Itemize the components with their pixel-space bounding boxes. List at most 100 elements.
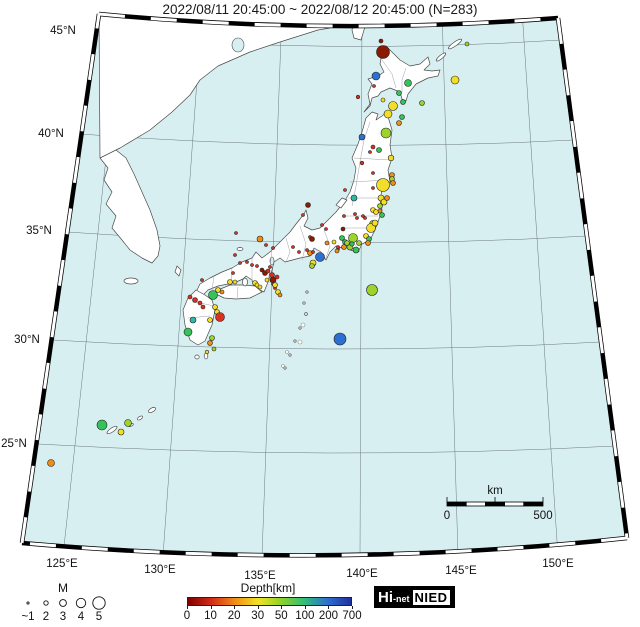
depth-tick-label: 20 <box>227 610 241 622</box>
quake-marker <box>47 459 55 467</box>
quake-marker <box>256 235 264 243</box>
depth-tick-label: 0 <box>183 610 191 622</box>
japan-map-canvas[interactable]: km 0 500 <box>0 0 640 578</box>
graticule <box>37 14 616 556</box>
quake-marker <box>380 97 386 103</box>
island-izu-7 <box>283 366 287 370</box>
quake-marker <box>297 339 303 345</box>
quake-marker <box>377 203 383 209</box>
quake-marker <box>365 240 371 246</box>
magnitude-legend-circle <box>59 599 67 607</box>
quake-marker <box>305 202 311 208</box>
magnitude-legend-title: M <box>58 581 68 595</box>
quake-marker <box>233 253 237 257</box>
lon-tick-label: 150°E <box>542 558 574 570</box>
lon-tick-label: 145°E <box>445 565 477 577</box>
island-izu-1 <box>305 290 309 294</box>
quake-marker <box>373 209 379 215</box>
lon-tick-label: 140°E <box>346 568 378 580</box>
quake-marker <box>300 322 306 328</box>
island-awaji <box>242 277 248 287</box>
quake-marker <box>383 109 393 119</box>
quake-marker <box>264 277 270 283</box>
magnitude-legend-value: 5 <box>95 611 103 623</box>
quake-marker <box>352 246 360 254</box>
quake-marker <box>372 84 376 88</box>
quake-marker <box>358 133 366 141</box>
magnitude-legend-circle <box>75 597 87 609</box>
quake-marker <box>384 195 390 201</box>
island-izu-3 <box>304 312 308 316</box>
island-tsushima <box>174 265 182 277</box>
magnitude-legend-value: 4 <box>77 611 85 623</box>
island-okinawa <box>106 425 118 435</box>
quake-marker <box>343 188 347 192</box>
map-title: 2022/08/11 20:45:00 ~ 2022/08/12 20:45:0… <box>162 2 478 17</box>
quake-marker <box>331 239 337 245</box>
quake-marker <box>371 171 375 175</box>
quake-marker <box>117 428 125 436</box>
depth-tick-label: 200 <box>318 610 339 622</box>
quake-marker <box>380 198 388 206</box>
quake-marker <box>363 216 367 220</box>
island-tokunoshima <box>136 415 144 421</box>
magnitude-legend-value: ~1 <box>21 611 35 623</box>
quake-marker <box>187 294 193 300</box>
quake-marker <box>124 419 132 427</box>
quake-marker <box>204 349 210 355</box>
quake-marker <box>209 335 215 341</box>
quake-marker <box>450 75 460 85</box>
quake-marker <box>285 350 289 354</box>
quake-marker <box>419 100 425 106</box>
quake-marker <box>355 94 361 100</box>
quake-marker <box>212 304 218 310</box>
quake-marker <box>207 317 213 323</box>
quake-marker <box>189 316 197 324</box>
quake-marker <box>315 252 325 262</box>
depth-tick-mark <box>352 606 353 609</box>
magnitude-legend-circle <box>26 601 30 605</box>
quake-marker <box>200 304 206 310</box>
quake-marker <box>399 114 405 120</box>
island-amami <box>148 407 156 413</box>
quake-marker <box>231 271 235 275</box>
quake-marker <box>387 154 395 162</box>
map-frame <box>19 11 630 558</box>
quake-marker <box>376 45 390 59</box>
depth-tick-mark <box>281 606 283 609</box>
scalebar-start: 0 <box>444 510 450 522</box>
quake-marker <box>257 284 263 290</box>
land-shikoku <box>215 284 263 300</box>
quake-marker <box>183 327 193 337</box>
quake-marker <box>272 282 278 288</box>
sea-area <box>22 14 627 556</box>
quake-marker <box>264 243 268 247</box>
quake-marker <box>388 101 398 111</box>
quake-marker <box>396 90 402 96</box>
quake-marker <box>192 297 198 303</box>
lat-tick-label: 25°N <box>1 438 27 450</box>
quake-marker <box>355 216 359 220</box>
depth-tick-mark <box>187 606 188 609</box>
quake-marker <box>348 233 358 243</box>
quake-marker <box>269 276 277 284</box>
quake-marker <box>353 212 357 216</box>
quake-marker <box>333 332 347 346</box>
island-izu-2 <box>302 301 306 305</box>
hinet-nied-logo: Hi -net NIED <box>374 586 455 608</box>
depth-tick-label: 10 <box>204 610 217 622</box>
island-izu-6 <box>288 353 292 357</box>
island-sado <box>335 197 348 209</box>
quake-marker <box>211 346 217 352</box>
quake-marker <box>334 248 340 254</box>
quake-marker <box>404 79 412 87</box>
depth-tick-label: 100 <box>295 610 315 622</box>
quake-marker <box>339 235 345 241</box>
quake-marker <box>390 180 396 186</box>
island-yakushima <box>194 354 200 360</box>
quake-marker <box>376 178 390 192</box>
quake-marker <box>219 289 225 295</box>
coastlines <box>98 14 463 435</box>
lon-tick-label: 130°E <box>144 564 176 576</box>
